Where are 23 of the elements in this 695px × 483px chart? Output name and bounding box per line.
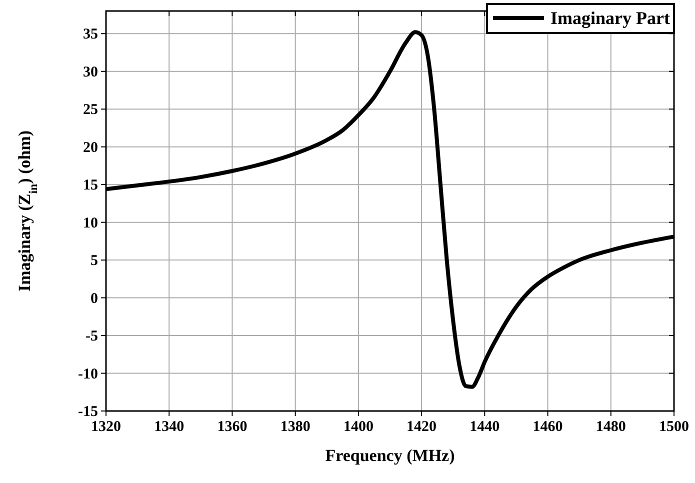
x-tick-label: 1320 (91, 419, 121, 435)
y-tick-label: 15 (83, 178, 98, 194)
x-tick-label: 1460 (532, 419, 563, 435)
y-tick-label: -15 (78, 404, 98, 420)
x-axis-title: Frequency (MHz) (325, 446, 455, 465)
x-tick-label: 1480 (596, 419, 626, 435)
x-tick-label: 1420 (406, 419, 437, 435)
y-tick-label: 10 (83, 215, 98, 232)
x-tick-label: 1380 (280, 419, 310, 435)
x-tick-label: 1500 (659, 419, 689, 435)
y-tick-label: -10 (78, 366, 98, 382)
legend-label: Imaginary Part (550, 8, 670, 28)
x-tick-label: 1360 (217, 419, 248, 435)
x-tick-label: 1400 (343, 419, 374, 435)
y-tick-label: 20 (83, 140, 98, 156)
y-tick-label: 35 (83, 26, 98, 43)
x-tick-label: 1440 (470, 419, 500, 435)
y-tick-label: 25 (83, 102, 98, 118)
y-tick-label: -5 (86, 328, 98, 345)
y-tick-label: 0 (90, 290, 98, 307)
y-tick-label: 5 (90, 253, 98, 270)
x-tick-label: 1340 (154, 419, 184, 435)
y-tick-label: 30 (83, 64, 98, 80)
